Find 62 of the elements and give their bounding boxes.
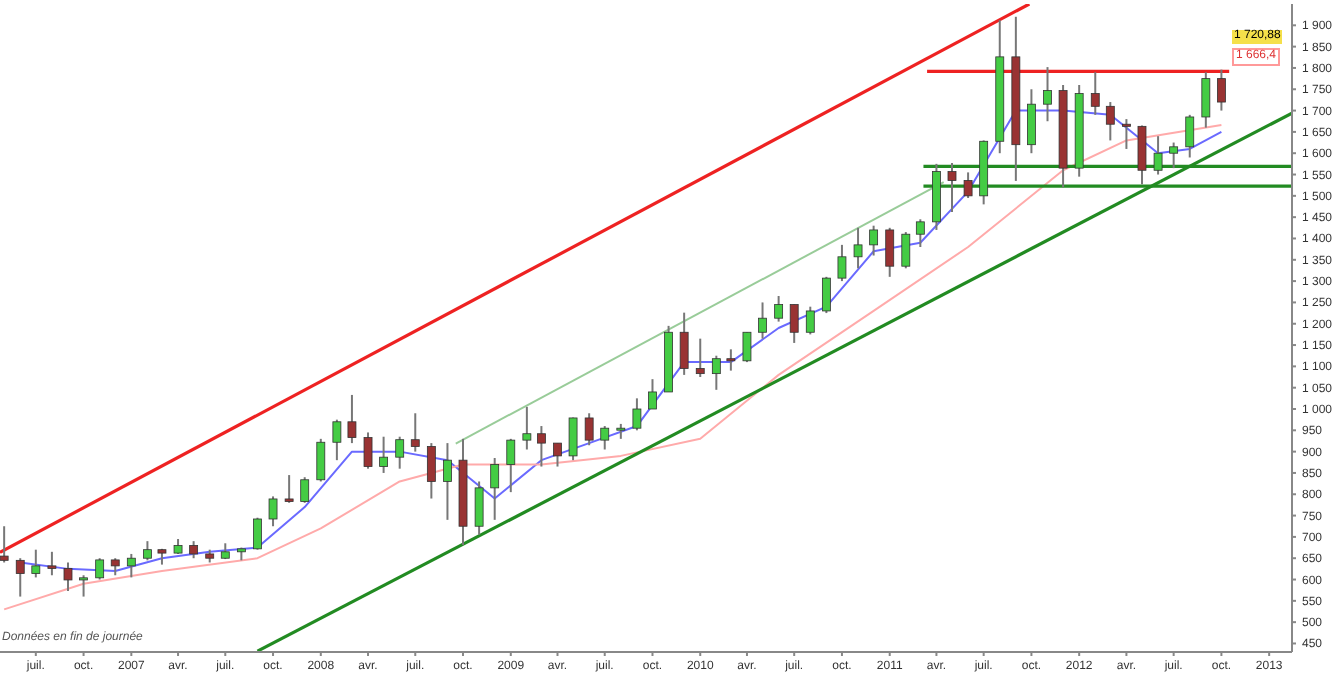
candlestick xyxy=(253,516,262,551)
candlestick xyxy=(1027,88,1036,155)
candlestick xyxy=(821,275,831,315)
candlestick xyxy=(963,171,973,199)
candlestick xyxy=(126,552,136,579)
candlestick xyxy=(632,397,642,432)
candlestick xyxy=(410,412,420,453)
candlestick xyxy=(332,418,342,462)
candlestick xyxy=(268,495,278,528)
candlestick xyxy=(522,405,532,451)
candlestick xyxy=(568,416,578,462)
candlestick xyxy=(915,218,925,248)
candlestick xyxy=(1043,66,1052,123)
candlestick xyxy=(347,393,357,445)
candlestick xyxy=(95,557,105,581)
candlestick xyxy=(300,476,310,504)
candlestick xyxy=(1137,124,1147,186)
candlestick xyxy=(584,412,594,447)
candlestick xyxy=(0,525,9,564)
candlestick xyxy=(1169,141,1179,170)
candlestick xyxy=(648,378,657,410)
candlestick xyxy=(363,431,373,470)
candlestick xyxy=(774,295,784,323)
candlestick xyxy=(143,540,152,562)
candlestick xyxy=(47,550,57,577)
candlestick xyxy=(506,437,516,494)
candlestick xyxy=(711,354,721,391)
candlestick xyxy=(1185,113,1195,159)
candlestick xyxy=(679,311,689,376)
candlestick xyxy=(395,435,405,470)
candlestick xyxy=(379,435,388,474)
candlestick xyxy=(947,162,957,214)
candlestick xyxy=(79,574,88,598)
candlestick xyxy=(758,301,767,340)
candlestick xyxy=(853,226,863,270)
candlestick xyxy=(901,231,911,270)
candlestick xyxy=(1090,71,1100,116)
candlestick xyxy=(1201,71,1211,129)
candlestick xyxy=(695,337,705,379)
candlestick xyxy=(426,442,436,500)
candlestick xyxy=(537,425,546,468)
candlestick xyxy=(63,561,73,593)
candlestick xyxy=(1122,118,1131,150)
candlestick xyxy=(805,305,815,336)
candlestick xyxy=(474,480,484,536)
candlestick xyxy=(1105,101,1115,142)
candlestick xyxy=(600,425,610,451)
candlestick xyxy=(316,437,326,483)
candlestick xyxy=(490,457,500,521)
candlestick xyxy=(837,243,847,283)
candlestick xyxy=(31,548,41,579)
candlestick xyxy=(443,442,452,521)
candlestick xyxy=(1217,68,1226,112)
candlestick xyxy=(15,557,25,598)
candlestick xyxy=(742,331,752,364)
candlestick xyxy=(284,474,294,504)
candlestick xyxy=(726,348,736,372)
candlestick xyxy=(553,442,562,468)
candlestick xyxy=(869,224,879,257)
candlestick xyxy=(789,303,799,344)
candlestick xyxy=(1153,135,1163,176)
candlestick xyxy=(885,226,895,278)
